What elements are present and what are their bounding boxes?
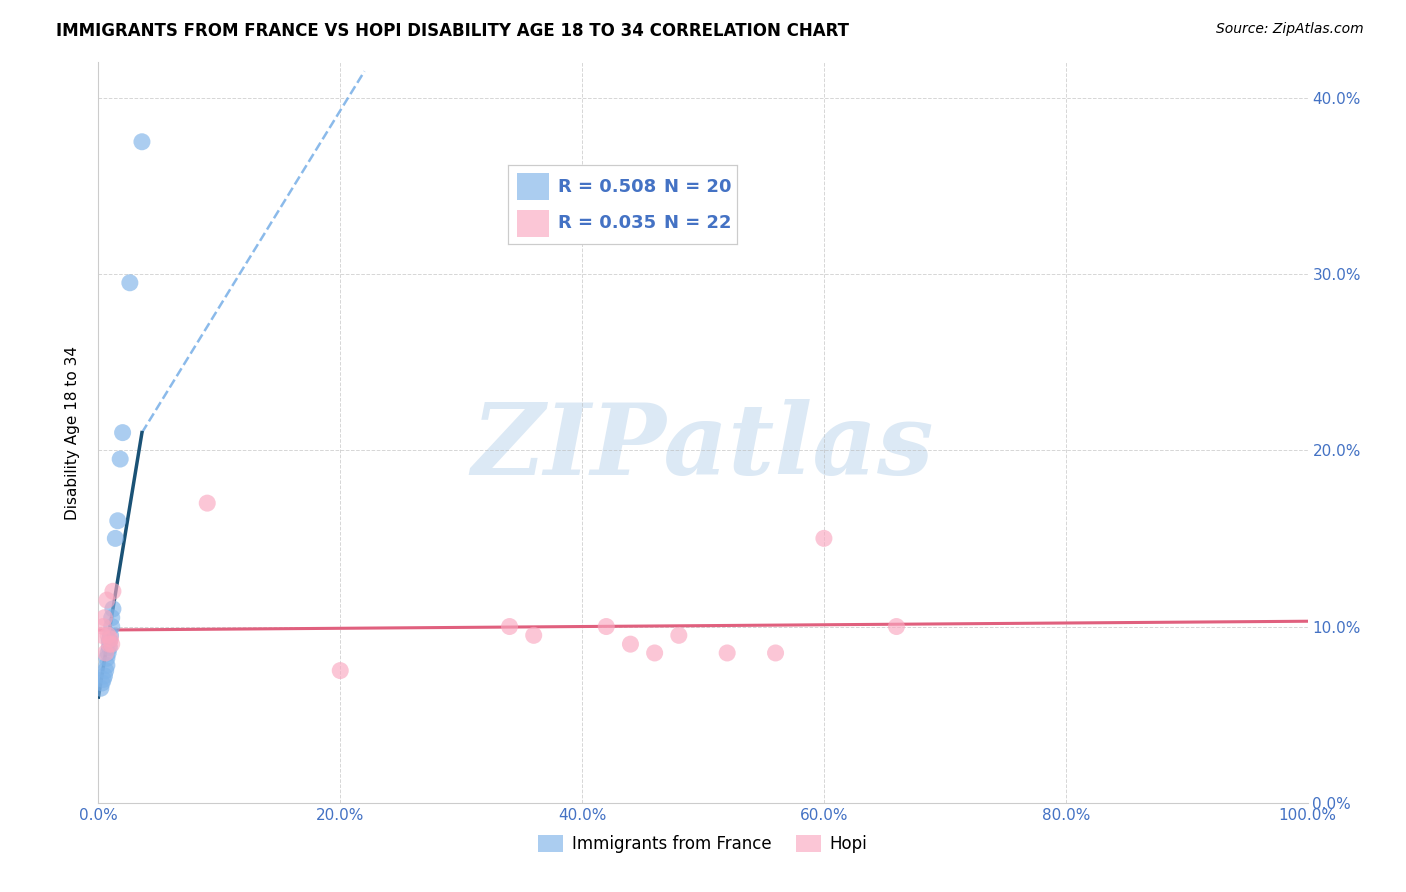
Point (107, 514, 129, 528)
Bar (517, 210, 550, 236)
Y-axis label: Disability Age 18 to 34: Disability Age 18 to 34 (65, 345, 80, 520)
Bar (517, 173, 550, 200)
Point (98, 637, 121, 651)
Point (118, 276, 141, 290)
Point (644, 646, 666, 660)
Legend: Immigrants from France, Hopi: Immigrants from France, Hopi (530, 826, 876, 861)
Text: ZIPatlas: ZIPatlas (472, 400, 934, 496)
Point (100, 637, 122, 651)
Point (595, 619, 617, 633)
Point (98, 640, 121, 655)
Point (100, 628, 122, 642)
Point (100, 632, 122, 646)
Point (104, 532, 127, 546)
Point (101, 584, 124, 599)
Point (100, 610, 122, 624)
Point (96, 651, 118, 665)
Point (97, 646, 120, 660)
Text: IMMIGRANTS FROM FRANCE VS HOPI DISABILITY AGE 18 TO 34 CORRELATION CHART: IMMIGRANTS FROM FRANCE VS HOPI DISABILIT… (56, 22, 849, 40)
Point (90, 681, 112, 696)
Point (498, 619, 520, 633)
Point (91, 619, 114, 633)
Point (91, 628, 114, 642)
Text: N = 20: N = 20 (664, 178, 731, 195)
Point (668, 628, 690, 642)
Point (523, 628, 546, 642)
Point (96, 593, 118, 607)
Point (886, 619, 908, 633)
Point (91, 673, 114, 687)
Point (91, 676, 114, 690)
Text: Source: ZipAtlas.com: Source: ZipAtlas.com (1216, 22, 1364, 37)
Point (93, 610, 115, 624)
Point (101, 602, 124, 616)
Point (813, 532, 835, 546)
Point (98, 633, 121, 648)
Point (96, 658, 118, 673)
Point (619, 637, 641, 651)
Text: R = 0.508: R = 0.508 (558, 178, 657, 195)
Point (100, 619, 122, 633)
Point (94, 664, 117, 678)
Point (716, 646, 738, 660)
Point (93, 669, 115, 683)
Point (108, 452, 131, 467)
Point (94, 646, 117, 660)
Point (97, 628, 120, 642)
Point (111, 425, 134, 440)
Point (131, 135, 153, 149)
Point (195, 496, 218, 510)
Text: R = 0.035: R = 0.035 (558, 214, 657, 232)
Point (765, 646, 787, 660)
Text: N = 22: N = 22 (664, 214, 731, 232)
Point (329, 664, 352, 678)
